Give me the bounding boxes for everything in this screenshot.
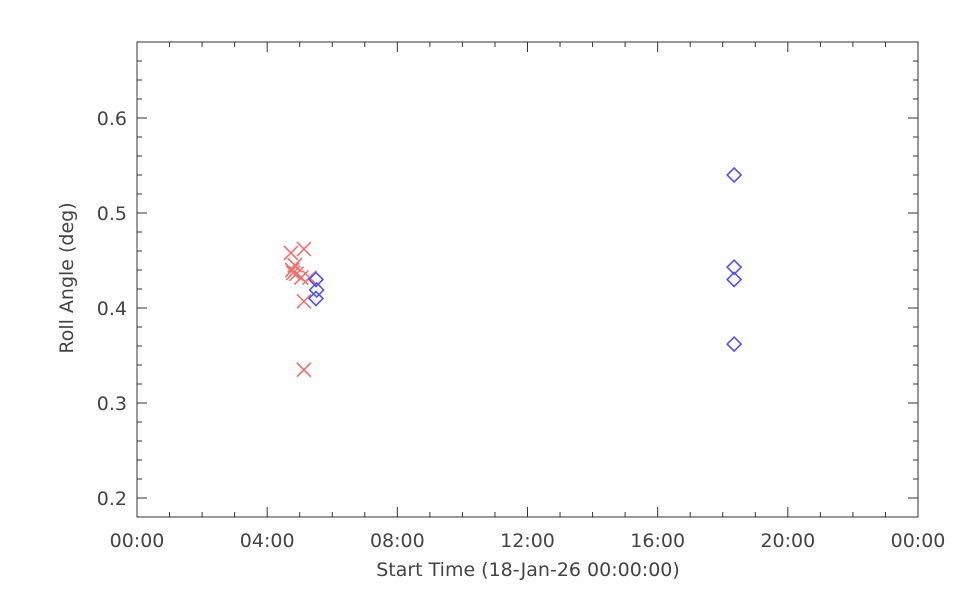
x-tick-label: 08:00 <box>370 530 425 552</box>
x-marker-point <box>293 270 309 286</box>
y-axis-ticks: 0.2 0.3 0.4 0.5 0.6 <box>97 41 918 518</box>
diamond-marker-point <box>726 335 743 353</box>
x-marker-stroke <box>296 241 312 257</box>
y-tick-label: 0.2 <box>97 488 127 510</box>
x-tick-label: 12:00 <box>500 530 555 552</box>
x-tick-label: 16:00 <box>630 530 685 552</box>
x-tick-label: 04:00 <box>240 530 295 552</box>
x-marker-point <box>296 293 312 309</box>
x-tick-label: 20:00 <box>760 530 815 552</box>
x-marker-stroke <box>296 362 312 378</box>
y-tick-label: 0.3 <box>97 393 127 415</box>
diamond-marker-point <box>726 271 743 288</box>
x-marker-stroke <box>301 270 318 286</box>
x-axis-title: Start Time (18-Jan-26 00:00:00) <box>376 559 680 581</box>
diamond-marker-point <box>307 290 325 307</box>
x-marker-stroke <box>287 257 303 273</box>
x-tick-label: 00:00 <box>891 530 946 552</box>
diamond-marker-point <box>307 271 325 288</box>
y-axis-title: Roll Angle (deg) <box>56 202 78 353</box>
x-marker-point <box>301 270 318 286</box>
x-marker-stroke <box>296 293 312 309</box>
y-tick-label: 0.6 <box>97 108 127 130</box>
plot-frame <box>136 41 919 518</box>
diamond-marker-point <box>726 166 743 184</box>
x-axis-ticks: 00:00 04:00 08:00 12:00 16:00 20:00 00:00 <box>110 42 946 552</box>
diamond-marker-point <box>726 259 743 276</box>
x-tick-label: 00:00 <box>110 530 165 552</box>
x-marker-point <box>296 241 312 257</box>
plot-border <box>136 41 919 518</box>
y-tick-label: 0.5 <box>97 203 127 225</box>
x-marker-point <box>296 362 312 378</box>
x-marker-point <box>283 245 299 261</box>
data-points <box>283 166 743 378</box>
y-tick-label: 0.4 <box>97 298 127 320</box>
x-marker-stroke <box>293 270 309 286</box>
diamond-marker-point <box>308 281 325 299</box>
x-marker-stroke <box>283 245 299 261</box>
